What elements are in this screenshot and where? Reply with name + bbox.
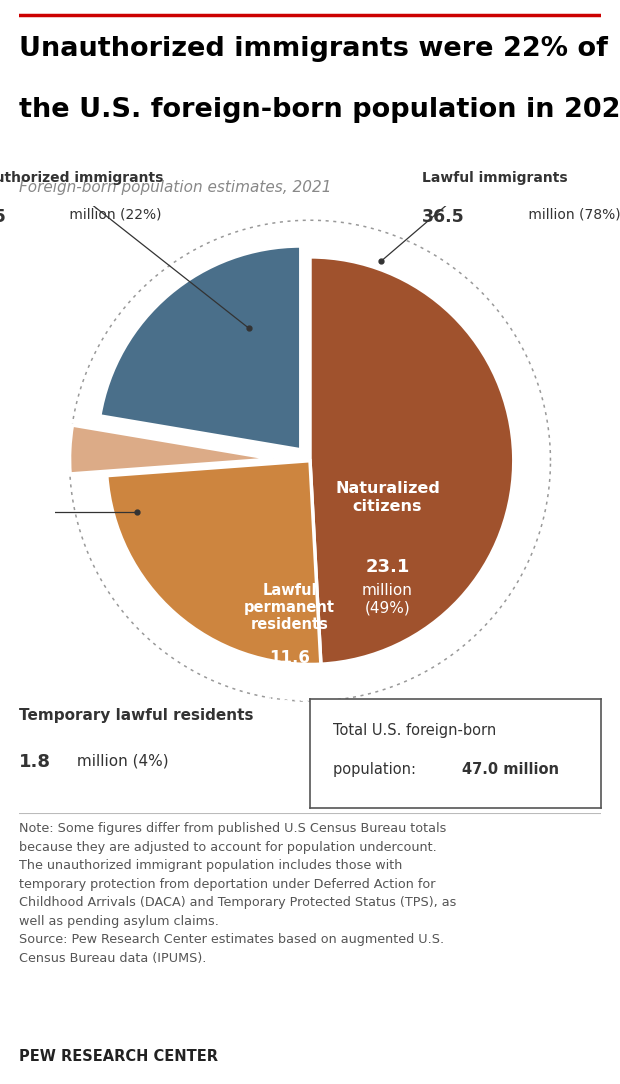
Text: Naturalized
citizens: Naturalized citizens (335, 481, 440, 514)
Text: Total U.S. foreign-born: Total U.S. foreign-born (334, 723, 497, 738)
Text: Unauthorized immigrants: Unauthorized immigrants (0, 171, 163, 185)
Text: 36.5: 36.5 (422, 208, 465, 225)
Text: 10.5: 10.5 (0, 208, 6, 225)
Text: Foreign-born population estimates, 2021: Foreign-born population estimates, 2021 (19, 180, 331, 195)
Text: Lawful
permanent
residents: Lawful permanent residents (244, 582, 335, 632)
Text: million
(25%): million (25%) (265, 671, 314, 704)
Text: Unauthorized immigrants were 22% of: Unauthorized immigrants were 22% of (19, 36, 608, 62)
Text: 1.8: 1.8 (19, 753, 51, 772)
Text: the U.S. foreign-born population in 2021: the U.S. foreign-born population in 2021 (19, 98, 620, 124)
Text: Lawful immigrants: Lawful immigrants (422, 171, 568, 185)
Text: population:: population: (334, 762, 421, 777)
Text: Note: Some figures differ from published U.S Census Bureau totals
because they a: Note: Some figures differ from published… (19, 822, 456, 965)
Wedge shape (310, 257, 514, 664)
Text: million (4%): million (4%) (72, 753, 169, 769)
Text: PEW RESEARCH CENTER: PEW RESEARCH CENTER (19, 1049, 218, 1064)
Wedge shape (107, 461, 321, 664)
Text: million (22%): million (22%) (66, 208, 162, 222)
Text: million
(49%): million (49%) (362, 583, 413, 616)
Wedge shape (100, 246, 301, 450)
Text: million (78%): million (78%) (524, 208, 620, 222)
Text: 23.1: 23.1 (365, 557, 410, 576)
Text: Temporary lawful residents: Temporary lawful residents (19, 708, 253, 723)
Text: 11.6: 11.6 (269, 649, 310, 668)
Wedge shape (69, 425, 273, 474)
Text: 47.0 million: 47.0 million (461, 762, 559, 777)
